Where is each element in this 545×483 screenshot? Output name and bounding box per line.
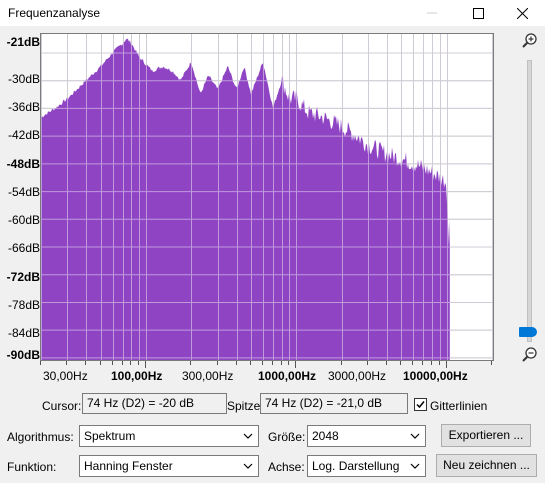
size-label: Größe: [268,430,306,444]
minimize-icon [427,12,437,14]
maximize-icon [472,7,484,19]
y-tick-label: -60dB [7,213,40,227]
grid-checkbox-label[interactable]: Gitterlinien [430,399,488,413]
grid-lines-overlay [41,34,493,360]
peak-label: Spitze: [227,399,264,413]
y-tick-label: -72dB [6,270,40,284]
x-tick-label: 1000,00Hz [258,369,317,383]
size-select-value: 2048 [312,429,339,443]
spectrum-plot[interactable] [40,33,494,361]
grid-checkbox[interactable] [414,398,427,411]
x-tick-label: 10000,00Hz [403,369,468,383]
y-axis-labels: -21dB -30dB -36dB -42dB -48dB -54dB -60d… [0,0,40,370]
peak-value-field: 74 Hz (D2) = -21,0 dB [260,393,408,414]
x-tick-label: 300,00Hz [182,369,234,383]
export-button[interactable]: Exportieren ... [441,424,531,447]
y-tick-label: -42dB [7,128,40,142]
axis-select-value: Log. Darstellung [312,459,400,473]
x-tick-label: 3000,00Hz [328,369,387,383]
zoom-in-icon[interactable] [521,32,539,50]
chevron-down-icon [410,433,420,439]
close-icon [516,7,528,19]
chevron-down-icon [243,463,253,469]
chevron-down-icon [243,433,253,439]
y-tick-label: -36dB [7,100,40,114]
y-tick-label: -66dB [7,241,40,255]
y-tick-label: -78dB [7,298,40,312]
function-label: Funktion: [7,460,57,474]
x-axis-ticks [40,361,492,368]
axis-select[interactable]: Log. Darstellung [307,455,426,477]
checkmark-icon [416,401,425,409]
algorithm-label: Algorithmus: [7,430,74,444]
y-tick-label: -84dB [7,326,40,340]
title-bar: Frequenzanalyse [0,0,545,26]
size-select[interactable]: 2048 [307,425,426,447]
spectrum-area [41,38,450,360]
zoom-slider-thumb[interactable] [519,326,537,337]
algorithm-select-value: Spektrum [84,429,136,443]
chevron-down-icon [410,463,420,469]
zoom-slider-track[interactable] [527,60,532,342]
algorithm-select[interactable]: Spektrum [79,425,259,447]
zoom-controls [515,30,545,365]
function-select-value: Hanning Fenster [84,459,173,473]
close-button[interactable] [499,0,545,26]
y-tick-label: -48dB [6,157,40,171]
x-tick-label: 30,00Hz [43,369,88,383]
y-tick-label: -54dB [7,185,40,199]
spectrum-chart [41,34,493,360]
cursor-value-field: 74 Hz (D2) = -20 dB [82,393,227,414]
minimize-button[interactable] [409,0,455,26]
maximize-button[interactable] [455,0,501,26]
function-select[interactable]: Hanning Fenster [79,455,259,477]
redraw-button[interactable]: Neu zeichnen ... [436,454,537,477]
x-tick-label: 100,00Hz [111,369,163,383]
axis-label: Achse: [268,460,305,474]
window-title: Frequenzanalyse [8,6,101,20]
zoom-out-icon[interactable] [521,346,539,364]
y-tick-label: -21dB [6,35,40,49]
y-tick-label: -90dB [6,348,40,362]
y-tick-label: -30dB [7,72,40,86]
cursor-label: Cursor: [42,399,82,413]
